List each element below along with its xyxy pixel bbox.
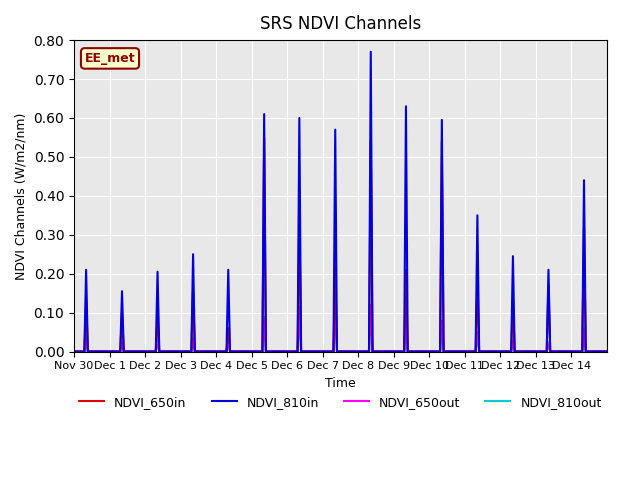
Y-axis label: NDVI Channels (W/m2/nm): NDVI Channels (W/m2/nm) — [15, 112, 28, 279]
Legend: NDVI_650in, NDVI_810in, NDVI_650out, NDVI_810out: NDVI_650in, NDVI_810in, NDVI_650out, NDV… — [74, 391, 607, 414]
X-axis label: Time: Time — [325, 377, 356, 390]
Text: EE_met: EE_met — [84, 52, 135, 65]
Title: SRS NDVI Channels: SRS NDVI Channels — [260, 15, 421, 33]
